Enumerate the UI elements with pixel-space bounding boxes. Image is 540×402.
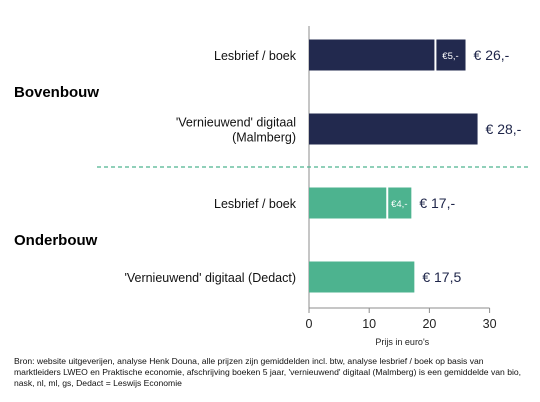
category-label: Lesbrief / boek [214,197,297,211]
bar-base [309,39,436,71]
group-label: Bovenbouw [14,84,99,101]
x-tick-label: 20 [422,317,436,331]
category-label: (Malmberg) [232,131,296,145]
bar-total-label: € 17,5 [422,269,461,285]
group-label: Onderbouw [14,232,98,249]
x-tick-label: 30 [483,317,497,331]
bar-base [309,113,478,145]
bar-total-label: € 17,- [419,195,455,211]
price-comparison-chart: 0 10 20 30 Prijs in euro's Bovenbouw Lesbrief … [14,26,528,347]
bar-total-label: € 26,- [474,47,510,63]
bar-base [309,261,415,293]
category-label: 'Vernieuwend' digitaal (Dedact) [124,271,296,285]
bar-total-label: € 28,- [486,121,522,137]
category-label: 'Vernieuwend' digitaal [176,116,296,130]
bar-extra-label: €4,- [391,199,407,210]
bar-extra [435,39,466,71]
x-tick-label: 10 [362,317,376,331]
bar-base [309,187,388,219]
source-footnote: Bron: website uitgeverijen, analyse Henk… [14,356,522,388]
x-tick-label: 0 [306,317,313,331]
bar-extra [387,187,412,219]
bar-extra-label: €5,- [442,51,458,62]
x-axis-title: Prijs in euro's [375,337,429,347]
category-label: Lesbrief / boek [214,49,297,63]
